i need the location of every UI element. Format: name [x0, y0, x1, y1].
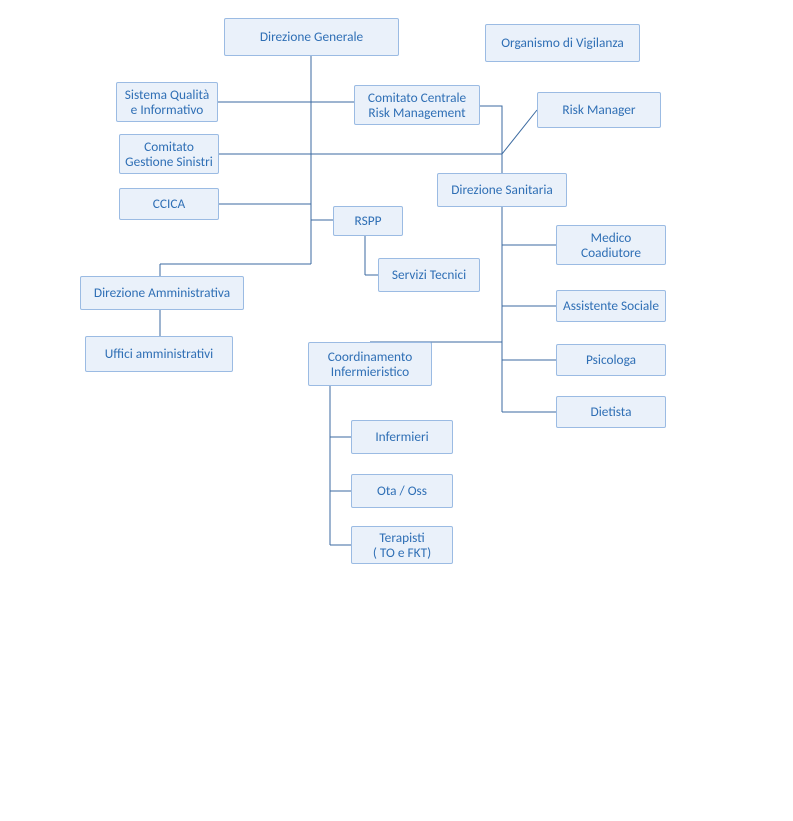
node-mc: MedicoCoadiutore	[556, 225, 666, 265]
node-ua: Uffici amministrativi	[85, 336, 233, 372]
node-sqi: Sistema Qualitàe Informativo	[116, 82, 218, 122]
node-oo: Ota / Oss	[351, 474, 453, 508]
node-ccrm: Comitato CentraleRisk Management	[354, 85, 480, 125]
node-cgs: ComitatoGestione Sinistri	[119, 134, 219, 174]
node-rm: Risk Manager	[537, 92, 661, 128]
node-da: Direzione Amministrativa	[80, 276, 244, 310]
node-st: Servizi Tecnici	[378, 258, 480, 292]
edge	[480, 106, 502, 154]
node-ds: Direzione Sanitaria	[437, 173, 567, 207]
edge	[502, 110, 537, 154]
node-ter: Terapisti( TO e FKT)	[351, 526, 453, 564]
org-chart-stage: { "diagram": { "type": "flowchart", "bac…	[0, 0, 793, 821]
node-odv: Organismo di Vigilanza	[485, 24, 640, 62]
node-inf: Infermieri	[351, 420, 453, 454]
node-rspp: RSPP	[333, 206, 403, 236]
node-ccica: CCICA	[119, 188, 219, 220]
node-dt: Dietista	[556, 396, 666, 428]
node-ci: CoordinamentoInfermieristico	[308, 342, 432, 386]
node-dg: Direzione Generale	[224, 18, 399, 56]
node-ps: Psicologa	[556, 344, 666, 376]
node-as: Assistente Sociale	[556, 290, 666, 322]
